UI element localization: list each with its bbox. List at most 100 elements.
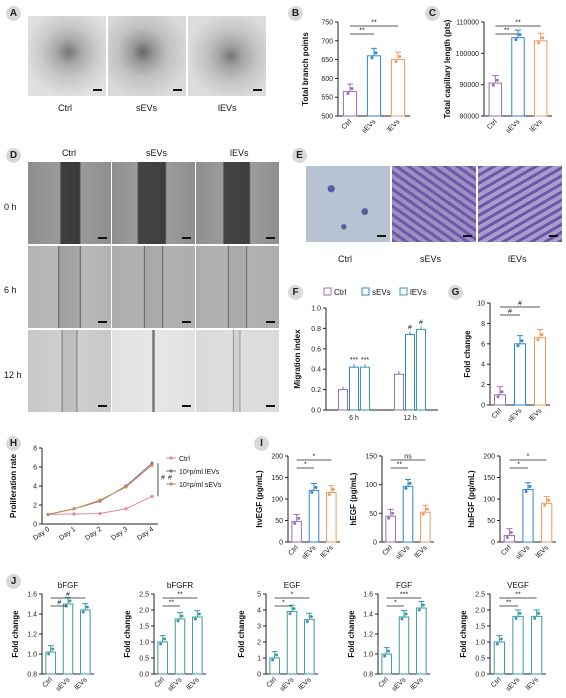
x-tick-label: lEVs bbox=[410, 676, 425, 691]
data-point bbox=[540, 333, 544, 337]
label-levs: lEVs bbox=[218, 103, 237, 113]
significance-label: # bbox=[168, 474, 172, 481]
bar bbox=[157, 641, 168, 675]
panel-label-e: E bbox=[292, 148, 307, 163]
x-tick-label: Day 2 bbox=[84, 526, 103, 542]
x-tick-label: sEVs bbox=[505, 676, 522, 693]
data-point bbox=[537, 41, 541, 45]
data-point bbox=[383, 654, 387, 658]
y-tick-label: 1.5 bbox=[475, 624, 485, 631]
y-tick-label: 1.2 bbox=[27, 632, 37, 639]
label-levs: lEVs bbox=[508, 254, 527, 264]
data-point bbox=[150, 494, 154, 499]
x-tick-label: Ctrl bbox=[490, 676, 503, 689]
bar bbox=[512, 615, 524, 675]
label-ctrl: Ctrl bbox=[62, 148, 76, 158]
data-point bbox=[404, 612, 408, 616]
x-tick-label: sEVs bbox=[507, 407, 524, 424]
data-point bbox=[417, 608, 421, 612]
legend-label: Ctrl bbox=[334, 288, 347, 297]
data-point bbox=[514, 616, 518, 620]
series-line bbox=[47, 462, 153, 515]
data-point bbox=[541, 36, 545, 40]
y-tick-label: 90000 bbox=[460, 82, 480, 89]
bar bbox=[338, 389, 348, 411]
chart-title: bFGF bbox=[58, 581, 79, 590]
bar bbox=[62, 603, 74, 675]
y-axis-label: Fold change bbox=[463, 330, 472, 378]
data-point bbox=[491, 83, 495, 87]
data-point bbox=[150, 463, 154, 467]
y-tick-label: 2 bbox=[481, 382, 485, 389]
x-tick-label: lEVs bbox=[320, 544, 335, 559]
y-tick-label: 2.5 bbox=[475, 592, 485, 599]
y-tick-label: 110000 bbox=[456, 20, 479, 27]
x-tick-label: sEVs bbox=[361, 118, 378, 135]
data-point bbox=[305, 620, 309, 624]
tube-image-ctrl bbox=[28, 16, 106, 96]
data-point bbox=[124, 507, 128, 511]
scale-bar bbox=[182, 405, 191, 407]
y-tick-label: 1.4 bbox=[27, 612, 37, 619]
bar bbox=[304, 619, 315, 675]
wound-image-ctrl-6h bbox=[28, 246, 111, 328]
data-point bbox=[288, 612, 292, 616]
tube-image-sevs bbox=[108, 16, 186, 96]
legend-marker bbox=[169, 482, 173, 486]
label-levs: lEVs bbox=[230, 148, 249, 158]
scale-bar bbox=[253, 89, 262, 91]
y-tick-label: 5 bbox=[257, 592, 261, 599]
y-tick-label: 500 bbox=[321, 114, 333, 121]
x-tick-label: Ctrl bbox=[486, 118, 499, 131]
x-tick-label: Ctrl bbox=[500, 544, 513, 557]
significance-label: ** bbox=[177, 592, 183, 599]
wound-image-ctrl-0h bbox=[28, 162, 111, 244]
data-point bbox=[46, 512, 50, 517]
significance-label: # bbox=[508, 309, 512, 316]
y-tick-label: 150 bbox=[483, 475, 495, 482]
significance-label: ** bbox=[504, 28, 510, 35]
data-point bbox=[51, 647, 55, 651]
y-tick-label: 0.4 bbox=[311, 367, 321, 374]
x-tick-label: lEVs bbox=[186, 676, 201, 691]
y-axis-label: Fold change bbox=[459, 610, 468, 658]
y-tick-label: 650 bbox=[321, 57, 333, 64]
y-tick-label: 550 bbox=[321, 95, 333, 102]
significance-label: * bbox=[394, 600, 397, 607]
scale-bar bbox=[266, 405, 275, 407]
scale-bar bbox=[173, 89, 182, 91]
y-tick-label: 8 bbox=[481, 321, 485, 328]
y-tick-label: 200 bbox=[271, 454, 283, 461]
significance-label: *** bbox=[400, 592, 408, 599]
y-tick-label: 0.0 bbox=[139, 672, 149, 679]
y-tick-label: 6 bbox=[33, 465, 37, 472]
data-point bbox=[421, 512, 425, 516]
y-tick-label: 750 bbox=[321, 20, 333, 27]
x-tick-label: Ctrl bbox=[265, 676, 278, 689]
y-tick-label: 0 bbox=[373, 540, 377, 547]
data-point bbox=[159, 642, 163, 646]
y-tick-label: 0 bbox=[491, 540, 495, 547]
x-tick-label: 12 h bbox=[403, 415, 417, 422]
data-point bbox=[391, 511, 395, 515]
y-tick-label: 100 bbox=[365, 482, 377, 489]
significance-label: * bbox=[313, 454, 316, 461]
y-tick-label: 0.8 bbox=[363, 672, 373, 679]
y-tick-label: 1.0 bbox=[139, 640, 149, 647]
data-point bbox=[537, 611, 541, 615]
y-tick-label: 1.0 bbox=[311, 306, 321, 313]
data-point bbox=[275, 653, 279, 657]
bar bbox=[493, 641, 505, 675]
y-tick-label: 1 bbox=[257, 656, 261, 663]
bar bbox=[80, 609, 91, 675]
data-point bbox=[400, 617, 404, 621]
data-point bbox=[505, 536, 509, 540]
x-tick-label: Ctrl bbox=[381, 544, 394, 557]
x-tick-label: sEVs bbox=[279, 676, 296, 693]
y-tick-label: 2.0 bbox=[139, 608, 149, 615]
wound-image-ctrl-12h bbox=[28, 330, 111, 412]
x-tick-label: lEVs bbox=[529, 118, 544, 133]
y-tick-label: 700 bbox=[321, 38, 333, 45]
significance-label: * bbox=[282, 600, 285, 607]
